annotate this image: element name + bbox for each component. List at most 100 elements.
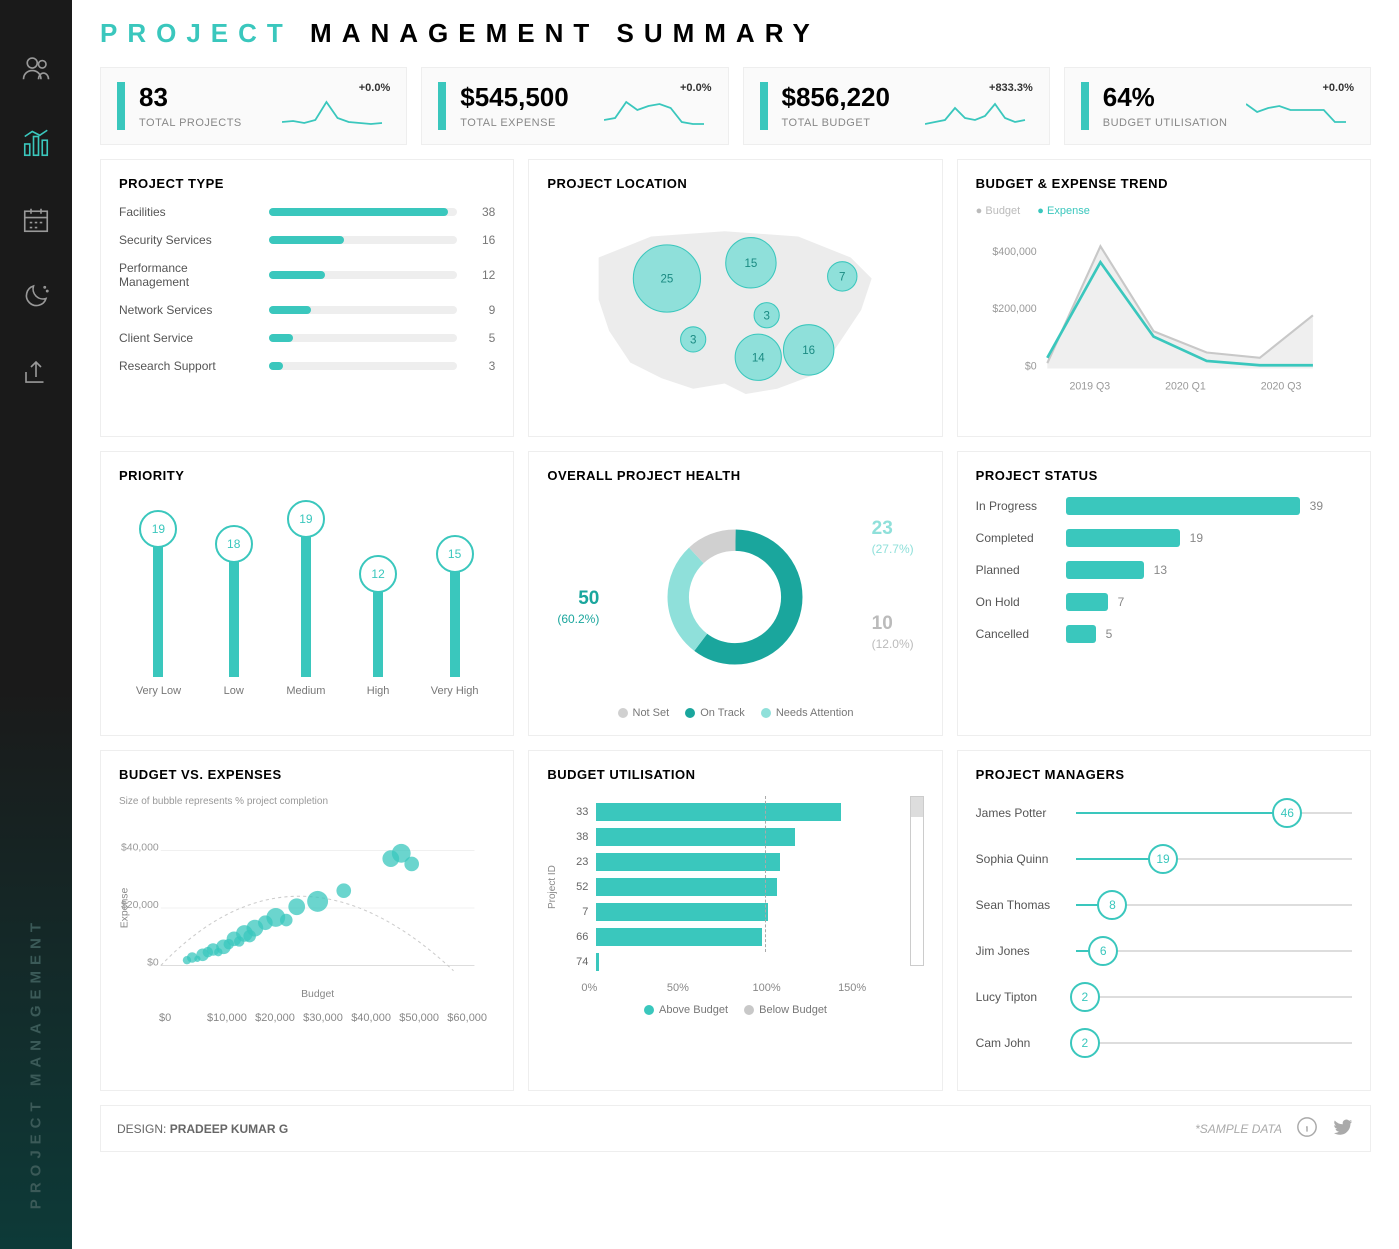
type-label: Security Services bbox=[119, 233, 259, 247]
manager-row[interactable]: James Potter 46 bbox=[976, 798, 1352, 828]
util-id: 52 bbox=[562, 881, 588, 893]
sidebar-label: PROJECT MANAGEMENT bbox=[28, 917, 45, 1209]
type-row[interactable]: Research Support 3 bbox=[119, 359, 495, 373]
manager-name: Cam John bbox=[976, 1036, 1076, 1050]
priority-item[interactable]: 15 Very High bbox=[431, 535, 479, 697]
status-row[interactable]: Cancelled 5 bbox=[976, 625, 1352, 643]
type-row[interactable]: Security Services 16 bbox=[119, 233, 495, 247]
scatter-point[interactable] bbox=[280, 914, 293, 927]
svg-text:16: 16 bbox=[803, 345, 816, 357]
manager-row[interactable]: Cam John 2 bbox=[976, 1028, 1352, 1058]
share-icon[interactable] bbox=[16, 352, 56, 392]
manager-value: 19 bbox=[1148, 844, 1178, 874]
priority-item[interactable]: 19 Very Low bbox=[136, 510, 181, 697]
type-row[interactable]: Facilities 38 bbox=[119, 205, 495, 219]
kpi-accent-bar bbox=[117, 82, 125, 130]
scatter-point[interactable] bbox=[288, 898, 305, 915]
donut-chart: 50 (60.2%) 23 (27.7%) 10 (12.0%) bbox=[547, 497, 923, 697]
card-managers: PROJECT MANAGERS James Potter 46 Sophia … bbox=[957, 750, 1371, 1091]
status-row[interactable]: In Progress 39 bbox=[976, 497, 1352, 515]
card-project-location: PROJECT LOCATION 25157331416 bbox=[528, 159, 942, 437]
manager-row[interactable]: Lucy Tipton 2 bbox=[976, 982, 1352, 1012]
card-title: BUDGET UTILISATION bbox=[547, 767, 923, 782]
kpi-card: $545,500 TOTAL EXPENSE +0.0% bbox=[421, 67, 728, 145]
priority-item[interactable]: 19 Medium bbox=[286, 500, 325, 697]
manager-row[interactable]: Jim Jones 6 bbox=[976, 936, 1352, 966]
status-value: 39 bbox=[1310, 499, 1323, 513]
analytics-icon[interactable] bbox=[16, 124, 56, 164]
card-trend: BUDGET & EXPENSE TREND ● Budget ● Expens… bbox=[957, 159, 1371, 437]
manager-row[interactable]: Sophia Quinn 19 bbox=[976, 844, 1352, 874]
card-status: PROJECT STATUS In Progress 39 Completed … bbox=[957, 451, 1371, 736]
health-legend: Not Set On Track Needs Attention bbox=[547, 707, 923, 719]
grid-row-3: BUDGET VS. EXPENSES Size of bubble repre… bbox=[100, 750, 1371, 1091]
svg-text:$0: $0 bbox=[1025, 361, 1037, 373]
kpi-card: 64% BUDGET UTILISATION +0.0% bbox=[1064, 67, 1371, 145]
manager-name: Sophia Quinn bbox=[976, 852, 1076, 866]
priority-item[interactable]: 18 Low bbox=[215, 525, 253, 697]
priority-label: Medium bbox=[286, 685, 325, 697]
card-health: OVERALL PROJECT HEALTH 50 (60.2%) 23 (27… bbox=[528, 451, 942, 736]
util-row[interactable]: 66 bbox=[562, 928, 903, 946]
status-label: In Progress bbox=[976, 499, 1066, 513]
util-row[interactable]: 23 bbox=[562, 853, 903, 871]
util-row[interactable]: 74 bbox=[562, 953, 903, 971]
util-id: 23 bbox=[562, 856, 588, 868]
priority-label: Low bbox=[224, 685, 244, 697]
util-row[interactable]: 33 bbox=[562, 803, 903, 821]
type-row[interactable]: Network Services 9 bbox=[119, 303, 495, 317]
status-value: 5 bbox=[1106, 627, 1113, 641]
kpi-label: TOTAL PROJECTS bbox=[139, 117, 242, 129]
night-mode-icon[interactable] bbox=[16, 276, 56, 316]
calendar-icon[interactable] bbox=[16, 200, 56, 240]
util-row[interactable]: 7 bbox=[562, 903, 903, 921]
svg-text:2019 Q3: 2019 Q3 bbox=[1069, 381, 1110, 393]
status-row[interactable]: Completed 19 bbox=[976, 529, 1352, 547]
svg-text:3: 3 bbox=[690, 335, 696, 347]
type-row[interactable]: Performance Management 12 bbox=[119, 261, 495, 289]
svg-text:3: 3 bbox=[764, 310, 770, 322]
status-label: Completed bbox=[976, 531, 1066, 545]
title-accent: PROJECT bbox=[100, 18, 293, 48]
status-label: Planned bbox=[976, 563, 1066, 577]
twitter-icon[interactable] bbox=[1332, 1116, 1354, 1141]
util-row[interactable]: 38 bbox=[562, 828, 903, 846]
type-value: 9 bbox=[467, 303, 495, 317]
type-label: Performance Management bbox=[119, 261, 259, 289]
status-row[interactable]: Planned 13 bbox=[976, 561, 1352, 579]
kpi-card: $856,220 TOTAL BUDGET +833.3% bbox=[743, 67, 1050, 145]
status-value: 13 bbox=[1154, 563, 1167, 577]
scatter-point[interactable] bbox=[404, 857, 419, 872]
util-scrollbar[interactable] bbox=[910, 796, 924, 966]
util-id: 33 bbox=[562, 806, 588, 818]
type-label: Facilities bbox=[119, 205, 259, 219]
footer: DESIGN: PRADEEP KUMAR G *SAMPLE DATA bbox=[100, 1105, 1371, 1152]
kpi-delta: +0.0% bbox=[680, 82, 712, 94]
type-label: Network Services bbox=[119, 303, 259, 317]
type-row[interactable]: Client Service 5 bbox=[119, 331, 495, 345]
donut-segment[interactable] bbox=[679, 540, 793, 654]
kpi-accent-bar bbox=[438, 82, 446, 130]
svg-text:15: 15 bbox=[745, 258, 758, 270]
kpi-value: 83 bbox=[139, 82, 242, 113]
card-title: PROJECT STATUS bbox=[976, 468, 1352, 483]
priority-item[interactable]: 12 High bbox=[359, 555, 397, 697]
trend-legend: ● Budget ● Expense bbox=[976, 205, 1352, 217]
manager-name: Lucy Tipton bbox=[976, 990, 1076, 1004]
main-content: PROJECT MANAGEMENT SUMMARY 83 TOTAL PROJ… bbox=[72, 0, 1399, 1249]
util-row[interactable]: 52 bbox=[562, 878, 903, 896]
bve-subtitle: Size of bubble represents % project comp… bbox=[119, 796, 495, 807]
scatter-point[interactable] bbox=[307, 891, 328, 912]
info-icon[interactable] bbox=[1296, 1116, 1318, 1141]
users-icon[interactable] bbox=[16, 48, 56, 88]
kpi-value: 64% bbox=[1103, 82, 1228, 113]
type-label: Client Service bbox=[119, 331, 259, 345]
kpi-value: $545,500 bbox=[460, 82, 568, 113]
sparkline bbox=[282, 98, 392, 134]
status-row[interactable]: On Hold 7 bbox=[976, 593, 1352, 611]
svg-text:2020 Q3: 2020 Q3 bbox=[1260, 381, 1301, 393]
manager-row[interactable]: Sean Thomas 8 bbox=[976, 890, 1352, 920]
footer-note: *SAMPLE DATA bbox=[1195, 1122, 1282, 1136]
scatter-point[interactable] bbox=[336, 883, 351, 898]
manager-value: 6 bbox=[1088, 936, 1118, 966]
